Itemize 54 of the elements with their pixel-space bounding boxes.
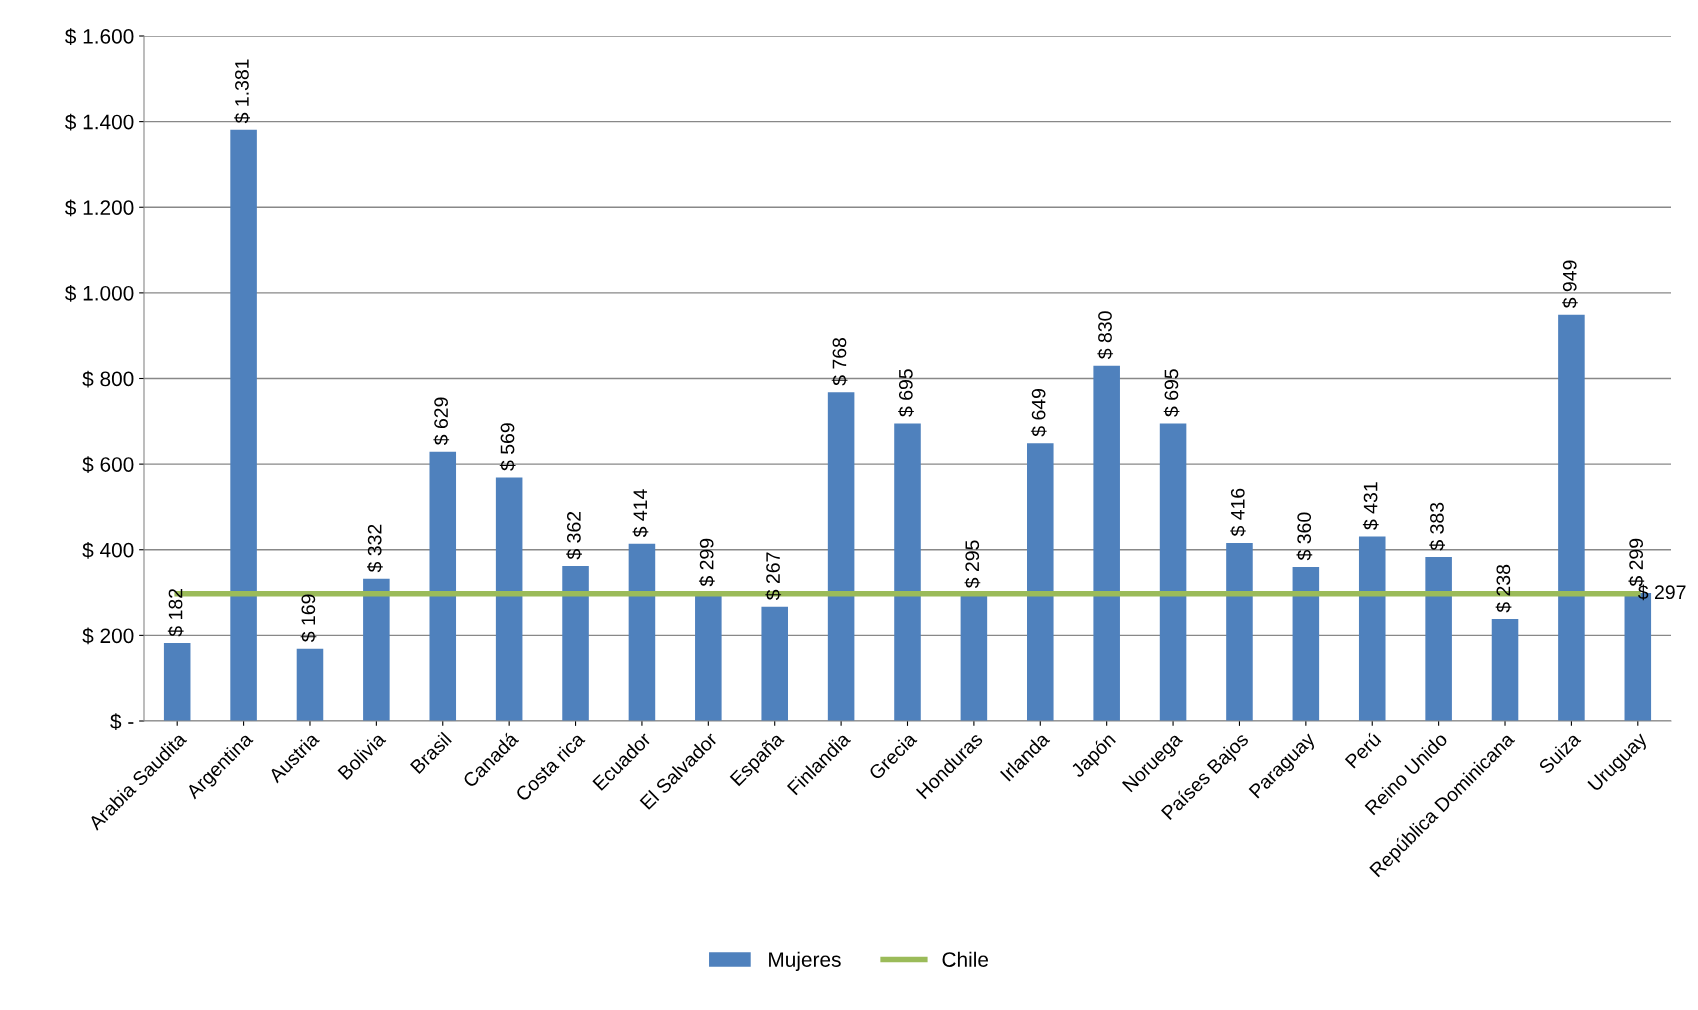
bar bbox=[363, 578, 390, 721]
bar bbox=[761, 606, 788, 721]
bar bbox=[628, 543, 656, 721]
bar bbox=[429, 451, 457, 721]
data-label: $ 649 bbox=[1030, 388, 1047, 437]
bar bbox=[562, 566, 589, 721]
bar bbox=[1027, 443, 1054, 721]
bar bbox=[1159, 423, 1187, 721]
data-label: $ 830 bbox=[1097, 311, 1114, 360]
bar bbox=[827, 392, 855, 721]
data-label: $ 299 bbox=[698, 538, 715, 587]
bar bbox=[1093, 365, 1120, 721]
bar bbox=[1558, 314, 1585, 721]
y-tick-label: $ 1.600 bbox=[65, 28, 134, 45]
data-label: $ 949 bbox=[1562, 260, 1578, 309]
data-label: $ 414 bbox=[632, 489, 649, 538]
bar bbox=[894, 423, 921, 721]
data-label: $ 569 bbox=[499, 423, 516, 471]
bar bbox=[1358, 536, 1386, 721]
y-tick-label: $ 1.000 bbox=[65, 285, 134, 302]
y-tick-label: $ - bbox=[110, 713, 134, 730]
data-label: $ 629 bbox=[433, 397, 450, 446]
y-tick-label: $ 1.400 bbox=[65, 113, 134, 131]
bar bbox=[163, 643, 191, 721]
bar bbox=[230, 129, 257, 721]
data-label: $ 182 bbox=[167, 588, 184, 637]
bar bbox=[1226, 542, 1253, 721]
bar bbox=[1491, 619, 1519, 721]
data-label: $ 169 bbox=[300, 594, 317, 643]
data-label: $ 695 bbox=[898, 369, 914, 417]
data-label: $ 295 bbox=[964, 540, 981, 589]
data-label: $ 695 bbox=[1163, 369, 1180, 417]
bar bbox=[1292, 566, 1320, 721]
y-tick-label: $ 600 bbox=[82, 456, 134, 474]
bar bbox=[296, 648, 324, 721]
bar bbox=[495, 477, 523, 721]
data-label: $ 383 bbox=[1429, 502, 1446, 551]
legend-label: Mujeres bbox=[769, 951, 841, 972]
data-label: $ 238 bbox=[1495, 564, 1512, 613]
y-tick-label: $ 200 bbox=[82, 627, 134, 645]
data-label: $ 768 bbox=[831, 337, 848, 386]
data-label: $ 332 bbox=[367, 524, 383, 573]
bar bbox=[960, 594, 988, 721]
data-label: $ 416 bbox=[1230, 488, 1246, 537]
bar bbox=[1425, 557, 1452, 721]
data-label: $ 431 bbox=[1362, 482, 1379, 530]
data-label: $ 267 bbox=[765, 552, 782, 601]
y-tick-label: $ 800 bbox=[82, 370, 134, 388]
data-label: $ 1.381 bbox=[234, 59, 250, 124]
data-label: $ 362 bbox=[566, 511, 582, 560]
y-tick-label: $ 400 bbox=[82, 541, 134, 559]
legend-label: Chile bbox=[942, 951, 989, 967]
y-tick-label: $ 1.200 bbox=[65, 199, 134, 217]
data-label: $ 360 bbox=[1296, 512, 1313, 561]
